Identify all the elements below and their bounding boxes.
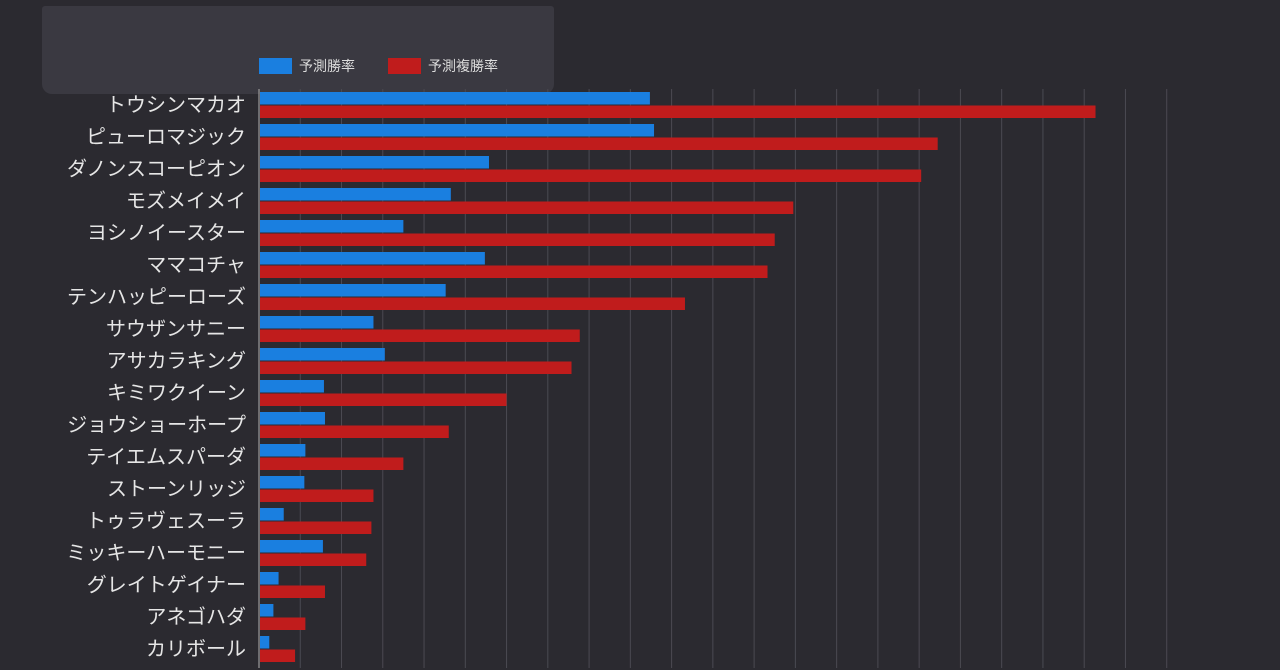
bar-place-rate bbox=[260, 329, 580, 342]
background-panel bbox=[42, 6, 554, 94]
category-label: サウザンサニー bbox=[106, 317, 246, 341]
bar-win-rate bbox=[260, 508, 284, 521]
category-label: テイエムスパーダ bbox=[86, 445, 246, 469]
category-label: ダノンスコーピオン bbox=[67, 157, 246, 181]
bar-place-rate bbox=[260, 457, 404, 470]
bar-place-rate bbox=[260, 585, 325, 598]
legend-swatch-win-rate bbox=[259, 58, 292, 74]
legend-label-win-rate: 予測勝率 bbox=[299, 58, 355, 75]
bar-win-rate bbox=[260, 540, 323, 553]
bar-win-rate bbox=[260, 220, 404, 233]
category-label: アネゴハダ bbox=[146, 605, 246, 629]
bar-place-rate bbox=[260, 361, 572, 374]
bar-place-rate bbox=[260, 169, 922, 182]
category-label: ミッキーハーモニー bbox=[66, 541, 246, 565]
bar-place-rate bbox=[260, 137, 938, 150]
bar-win-rate bbox=[260, 188, 451, 201]
legend-swatch-place-rate bbox=[388, 58, 421, 74]
bar-win-rate bbox=[260, 604, 274, 617]
bar-place-rate bbox=[260, 201, 794, 214]
category-labels: トウシンマカオピューロマジックダノンスコーピオンモズメイメイヨシノイースターママ… bbox=[66, 93, 246, 661]
bar-win-rate bbox=[260, 124, 655, 137]
bar-win-rate bbox=[260, 348, 385, 361]
bar-place-rate bbox=[260, 649, 296, 662]
category-label: テンハッピーローズ bbox=[67, 285, 246, 309]
category-label: トウシンマカオ bbox=[106, 93, 246, 117]
bar-place-rate bbox=[260, 265, 768, 278]
bar-win-rate bbox=[260, 444, 306, 457]
bar-win-rate bbox=[260, 636, 270, 649]
category-label: トゥラヴェスーラ bbox=[86, 509, 246, 533]
category-label: ジョウショーホープ bbox=[67, 413, 246, 437]
category-label: ストーンリッジ bbox=[107, 477, 246, 501]
bar-place-rate bbox=[260, 105, 1096, 118]
category-label: アサカラキング bbox=[107, 349, 246, 373]
bar-place-rate bbox=[260, 489, 374, 502]
grid-lines bbox=[258, 89, 1168, 668]
category-label: ママコチャ bbox=[146, 253, 246, 277]
legend: 予測勝率 予測複勝率 bbox=[259, 58, 498, 75]
category-label: カリボール bbox=[146, 637, 246, 661]
bar-win-rate bbox=[260, 316, 374, 329]
bar-win-rate bbox=[260, 476, 305, 489]
bar-place-rate bbox=[260, 617, 306, 630]
bar-place-rate bbox=[260, 425, 449, 438]
bar-place-rate bbox=[260, 393, 507, 406]
bars bbox=[260, 92, 1096, 662]
bar-win-rate bbox=[260, 572, 279, 585]
bar-win-rate bbox=[260, 284, 446, 297]
category-label: ピューロマジック bbox=[86, 125, 246, 149]
bar-place-rate bbox=[260, 233, 775, 246]
bar-place-rate bbox=[260, 521, 372, 534]
category-label: ヨシノイースター bbox=[87, 221, 246, 245]
bar-win-rate bbox=[260, 92, 650, 105]
bar-place-rate bbox=[260, 297, 685, 310]
category-label: モズメイメイ bbox=[126, 189, 246, 213]
category-label: キミワクイーン bbox=[107, 381, 246, 405]
bar-win-rate bbox=[260, 252, 485, 265]
bar-place-rate bbox=[260, 553, 367, 566]
category-label: グレイトゲイナー bbox=[87, 573, 246, 597]
bar-win-rate bbox=[260, 412, 325, 425]
legend-label-place-rate: 予測複勝率 bbox=[428, 58, 498, 75]
bar-win-rate bbox=[260, 156, 489, 169]
bar-win-rate bbox=[260, 380, 324, 393]
